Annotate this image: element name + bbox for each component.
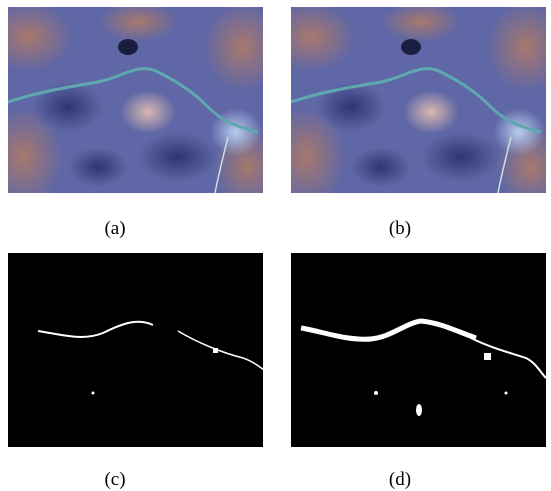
caption: (d) [389,469,411,490]
caption: (a) [104,218,125,239]
image-c [8,253,276,447]
image-a [0,2,283,207]
figure: (a) (b) (c) (d) [0,0,551,491]
image-d [291,253,546,447]
caption: (b) [389,218,411,239]
image-b [266,2,551,207]
caption: (c) [104,469,125,490]
